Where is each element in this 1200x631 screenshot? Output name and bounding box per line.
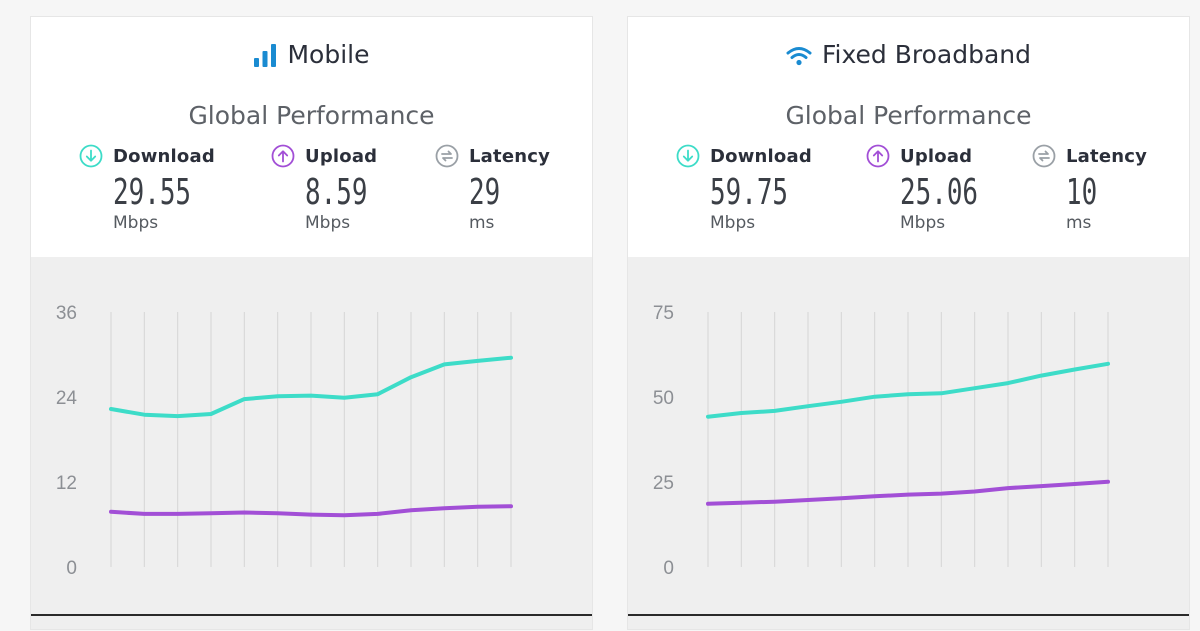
- download-label: Download: [710, 145, 812, 167]
- y-tick-label: 36: [56, 303, 77, 324]
- divider: [31, 614, 592, 616]
- panel-title: Mobile: [31, 37, 592, 77]
- download-value: 29.55: [113, 172, 192, 213]
- upload-unit: Mbps: [305, 213, 351, 233]
- y-tick-label: 12: [56, 473, 77, 494]
- upload-unit: Mbps: [900, 213, 946, 233]
- download-unit: Mbps: [710, 213, 756, 233]
- y-tick-label: 24: [56, 388, 78, 409]
- fixed-broadband-line-chart: 0 25 50 75: [653, 303, 1110, 579]
- latency-icon: [435, 144, 459, 168]
- upload-series-line: [706, 479, 1110, 506]
- latency-unit: ms: [469, 213, 495, 233]
- upload-arrow-icon: [866, 144, 890, 168]
- upload-label: Upload: [305, 145, 378, 167]
- latency-value: 10: [1066, 172, 1098, 213]
- latency-metric: Latency 29 ms: [435, 143, 595, 243]
- download-series-line: [706, 361, 1110, 419]
- fixed-card-header: Fixed Broadband Global Performance Downl…: [628, 17, 1189, 257]
- fixed-broadband-card: Fixed Broadband Global Performance Downl…: [627, 16, 1190, 630]
- upload-metric: Upload 25.06 Mbps: [866, 143, 1026, 243]
- y-tick-label: 75: [653, 303, 674, 324]
- upload-label: Upload: [900, 145, 973, 167]
- wifi-icon: [786, 41, 812, 77]
- download-metric: Download 59.75 Mbps: [676, 143, 836, 243]
- panel-title: Fixed Broadband: [628, 37, 1189, 77]
- y-tick-label: 0: [663, 558, 674, 579]
- latency-label: Latency: [469, 145, 551, 167]
- mobile-line-chart: 0 12 24 36: [56, 303, 513, 579]
- latency-label: Latency: [1066, 145, 1148, 167]
- mobile-chart-area: 0 12 24 36: [31, 257, 592, 629]
- upload-series-line: [109, 504, 513, 518]
- upload-metric: Upload 8.59 Mbps: [271, 143, 431, 243]
- download-label: Download: [113, 145, 215, 167]
- latency-icon: [1032, 144, 1056, 168]
- section-title: Global Performance: [785, 101, 1032, 130]
- y-tick-label: 50: [653, 388, 674, 409]
- download-arrow-icon: [676, 144, 700, 168]
- mobile-card-header: Mobile Global Performance Download 29.55…: [31, 17, 592, 257]
- latency-value: 29: [469, 172, 501, 213]
- download-arrow-icon: [79, 144, 103, 168]
- fixed-chart-area: 0 25 50 75: [628, 257, 1189, 629]
- upload-value: 8.59: [305, 172, 368, 213]
- latency-metric: Latency 10 ms: [1032, 143, 1192, 243]
- download-unit: Mbps: [113, 213, 159, 233]
- panel-title-text: Mobile: [287, 40, 370, 69]
- panel-title-text: Fixed Broadband: [822, 40, 1031, 69]
- y-tick-label: 25: [653, 473, 674, 494]
- latency-unit: ms: [1066, 213, 1092, 233]
- download-metric: Download 29.55 Mbps: [79, 143, 239, 243]
- signal-bars-icon: [253, 41, 277, 77]
- download-series-line: [109, 355, 513, 419]
- upload-arrow-icon: [271, 144, 295, 168]
- mobile-card: Mobile Global Performance Download 29.55…: [30, 16, 593, 630]
- upload-value: 25.06: [900, 172, 979, 213]
- divider: [628, 614, 1189, 616]
- section-title: Global Performance: [188, 101, 435, 130]
- y-tick-label: 0: [66, 558, 77, 579]
- download-value: 59.75: [710, 172, 789, 213]
